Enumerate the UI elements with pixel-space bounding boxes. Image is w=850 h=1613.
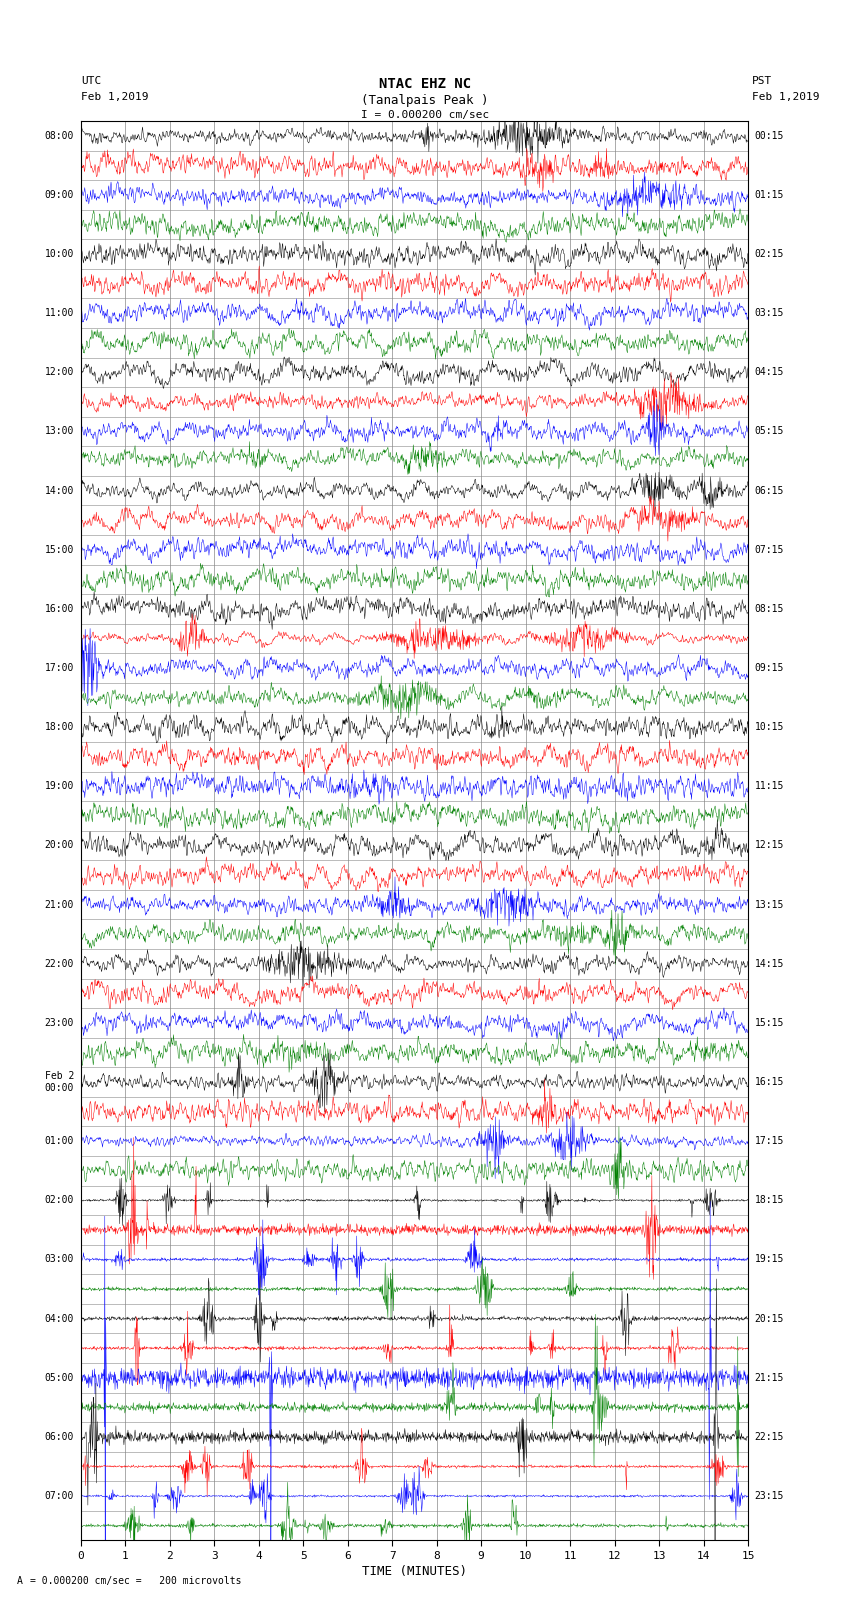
Text: Feb 1,2019: Feb 1,2019 <box>81 92 148 102</box>
Text: 15:15: 15:15 <box>755 1018 784 1027</box>
Text: A: A <box>17 1576 23 1586</box>
Text: 10:15: 10:15 <box>755 723 784 732</box>
Text: 13:15: 13:15 <box>755 900 784 910</box>
Text: 01:15: 01:15 <box>755 190 784 200</box>
Text: 03:00: 03:00 <box>45 1255 74 1265</box>
Text: 08:00: 08:00 <box>45 131 74 140</box>
Text: 02:15: 02:15 <box>755 248 784 260</box>
Text: 19:15: 19:15 <box>755 1255 784 1265</box>
Text: 04:15: 04:15 <box>755 368 784 377</box>
Text: 03:15: 03:15 <box>755 308 784 318</box>
Text: UTC: UTC <box>81 76 101 85</box>
Text: 16:00: 16:00 <box>45 603 74 615</box>
Text: 06:15: 06:15 <box>755 486 784 495</box>
Text: 05:15: 05:15 <box>755 426 784 437</box>
Text: 17:00: 17:00 <box>45 663 74 673</box>
Text: Feb 2
00:00: Feb 2 00:00 <box>45 1071 74 1094</box>
Text: 11:15: 11:15 <box>755 781 784 792</box>
Text: 21:00: 21:00 <box>45 900 74 910</box>
Text: 09:00: 09:00 <box>45 190 74 200</box>
Text: NTAC EHZ NC: NTAC EHZ NC <box>379 77 471 90</box>
Text: 21:15: 21:15 <box>755 1373 784 1382</box>
Text: 10:00: 10:00 <box>45 248 74 260</box>
Text: 23:00: 23:00 <box>45 1018 74 1027</box>
X-axis label: TIME (MINUTES): TIME (MINUTES) <box>362 1565 467 1578</box>
Text: 08:15: 08:15 <box>755 603 784 615</box>
Text: 14:15: 14:15 <box>755 958 784 969</box>
Text: 07:15: 07:15 <box>755 545 784 555</box>
Text: 20:15: 20:15 <box>755 1313 784 1324</box>
Text: 12:00: 12:00 <box>45 368 74 377</box>
Text: 19:00: 19:00 <box>45 781 74 792</box>
Text: 12:15: 12:15 <box>755 840 784 850</box>
Text: 23:15: 23:15 <box>755 1490 784 1502</box>
Text: I = 0.000200 cm/sec: I = 0.000200 cm/sec <box>361 110 489 119</box>
Text: = 0.000200 cm/sec =   200 microvolts: = 0.000200 cm/sec = 200 microvolts <box>30 1576 241 1586</box>
Text: 17:15: 17:15 <box>755 1136 784 1147</box>
Text: 16:15: 16:15 <box>755 1077 784 1087</box>
Text: 06:00: 06:00 <box>45 1432 74 1442</box>
Text: 01:00: 01:00 <box>45 1136 74 1147</box>
Text: 18:15: 18:15 <box>755 1195 784 1205</box>
Text: 15:00: 15:00 <box>45 545 74 555</box>
Text: 13:00: 13:00 <box>45 426 74 437</box>
Text: 00:15: 00:15 <box>755 131 784 140</box>
Text: 14:00: 14:00 <box>45 486 74 495</box>
Text: 04:00: 04:00 <box>45 1313 74 1324</box>
Text: 18:00: 18:00 <box>45 723 74 732</box>
Text: 22:00: 22:00 <box>45 958 74 969</box>
Text: 22:15: 22:15 <box>755 1432 784 1442</box>
Text: (Tanalpais Peak ): (Tanalpais Peak ) <box>361 94 489 106</box>
Text: 20:00: 20:00 <box>45 840 74 850</box>
Text: 05:00: 05:00 <box>45 1373 74 1382</box>
Text: PST: PST <box>752 76 773 85</box>
Text: 11:00: 11:00 <box>45 308 74 318</box>
Text: 09:15: 09:15 <box>755 663 784 673</box>
Text: 07:00: 07:00 <box>45 1490 74 1502</box>
Text: Feb 1,2019: Feb 1,2019 <box>752 92 819 102</box>
Text: 02:00: 02:00 <box>45 1195 74 1205</box>
